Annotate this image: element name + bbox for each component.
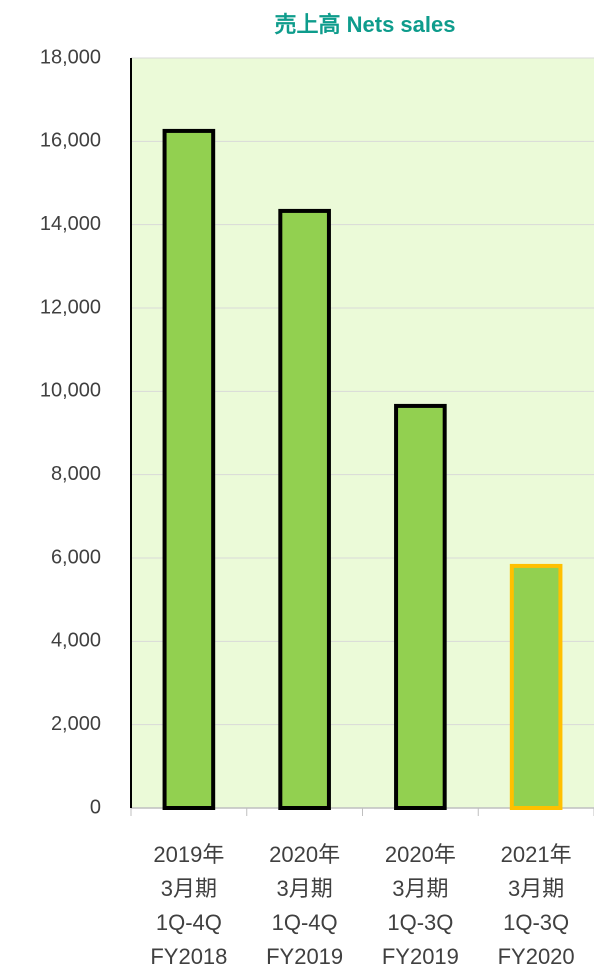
y-tick-label: 14,000 <box>40 213 101 235</box>
y-tick-label: 16,000 <box>40 130 101 152</box>
x-tick-label-line: 2021年 <box>501 842 572 867</box>
bar <box>278 208 331 810</box>
x-tick-label-line: 3月期 <box>392 876 448 901</box>
x-tick-label-line: 1Q-4Q <box>156 910 222 935</box>
bar <box>394 403 447 810</box>
x-tick-label-line: 3月期 <box>161 876 217 901</box>
y-tick-label: 2,000 <box>51 713 101 735</box>
x-tick-label: 2019年 3月期 1Q-4Q FY2018 <box>150 842 227 969</box>
x-tick-label: 2021年 3月期 1Q-3Q FY2020 <box>498 842 575 969</box>
y-tick-label: 4,000 <box>51 630 101 652</box>
x-tick-label-line: FY2019 <box>382 944 459 969</box>
y-tick-label: 10,000 <box>40 380 101 402</box>
x-tick-label-line: FY2020 <box>498 944 575 969</box>
x-tick-label-line: 3月期 <box>277 876 333 901</box>
x-tick-label-line: FY2018 <box>150 944 227 969</box>
y-tick-label: 18,000 <box>40 46 101 68</box>
x-tick-label-line: 2019年 <box>153 842 224 867</box>
x-tick-label-line: 1Q-3Q <box>387 910 453 935</box>
x-tick-label-line: 2020年 <box>269 842 340 867</box>
x-tick-label: 2020年 3月期 1Q-4Q FY2019 <box>266 842 343 969</box>
x-tick-label: 2020年 3月期 1Q-3Q FY2019 <box>382 842 459 969</box>
y-tick-label: 8,000 <box>51 463 101 485</box>
y-tick-label: 0 <box>90 796 101 818</box>
x-tick-label-line: FY2019 <box>266 944 343 969</box>
chart-title: 売上高 Nets sales <box>275 12 456 37</box>
y-tick-label: 12,000 <box>40 296 101 318</box>
x-tick-label-line: 3月期 <box>508 876 564 901</box>
x-tick-label-line: 1Q-3Q <box>503 910 569 935</box>
bar <box>162 128 216 810</box>
x-tick-label-line: 1Q-4Q <box>272 910 338 935</box>
x-tick-label-line: 2020年 <box>385 842 456 867</box>
bar <box>509 563 563 811</box>
y-tick-label: 6,000 <box>51 546 101 568</box>
